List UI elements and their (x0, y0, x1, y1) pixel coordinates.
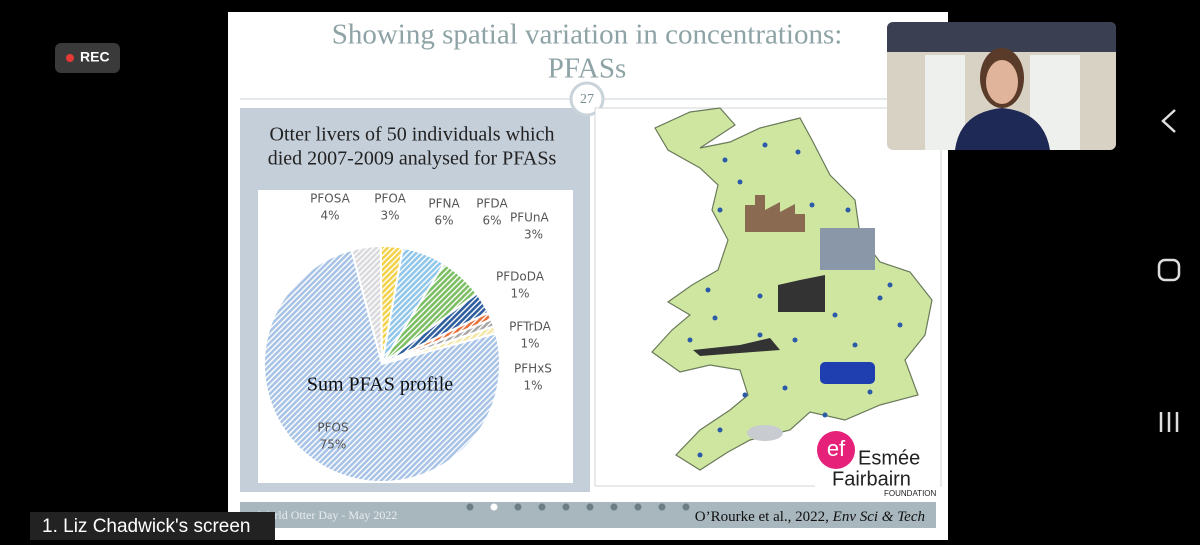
carousel-dots[interactable] (466, 503, 690, 511)
logo-circle (817, 431, 855, 469)
rec-label: REC (80, 49, 110, 65)
slice-label: PFOSA (310, 192, 350, 206)
logo-mark: ef (827, 436, 846, 461)
slice-label: PFUnA (510, 211, 550, 225)
slice-label: PFDA (476, 197, 508, 211)
slide-number-badge (569, 81, 605, 117)
slide: Showing spatial variation in concentrati… (228, 12, 948, 540)
nav-home[interactable] (1157, 258, 1181, 282)
footer-citation: O’Rourke et al., 2022, Env Sci & Tech (695, 509, 925, 525)
screen-label: 1. Liz Chadwick's screen (42, 516, 251, 537)
slice-label: PFHxS (514, 362, 552, 376)
pie-annotation: Sum PFAS profile (307, 374, 453, 396)
slice-value: 4% (320, 209, 339, 223)
pie-chart: PFOSA 4% PFOA 3% PFNA 6% PFDA 6% PFUnA 3% PFDoDA 1%… (263, 192, 552, 483)
pie-slice (263, 248, 501, 483)
rec-button[interactable] (55, 43, 120, 73)
slice-label: PFOA (374, 192, 406, 206)
slice-value: 3% (380, 209, 399, 223)
panel-heading: died 2007-2009 analysed for PFASs (268, 148, 557, 170)
screen-label-box (30, 512, 275, 540)
logo-text: Esmée (858, 447, 920, 469)
webcam-view (887, 22, 1116, 150)
slice-value: 3% (524, 228, 543, 242)
rec-indicator[interactable]: REC (55, 43, 120, 73)
slice-value: 1% (523, 379, 542, 393)
footer-left: World Otter Day - May 2022 (258, 508, 397, 522)
slice-label: PFTrDA (509, 320, 551, 334)
nav-recents[interactable] (1159, 412, 1179, 432)
slice-label: PFOS (317, 421, 348, 435)
slice-label: PFNA (428, 197, 460, 211)
map-sites (687, 142, 903, 458)
slide-number: 27 (580, 92, 594, 107)
logo-text: Fairbairn (832, 468, 911, 490)
slice-value: 1% (520, 337, 539, 351)
slide-title: PFASs (548, 53, 626, 85)
citation-text: O’Rourke et al., 2022, (695, 509, 833, 525)
logo-text: FOUNDATION (884, 489, 937, 498)
slice-value: 6% (434, 214, 453, 228)
slice-value: 75% (320, 438, 347, 452)
slice-label: PFDoDA (496, 270, 545, 284)
map-icons (693, 195, 875, 441)
panel-heading: Otter livers of 50 individuals which (270, 124, 555, 146)
slice-value: 6% (482, 214, 501, 228)
slice-value: 1% (510, 287, 529, 301)
slide-title: Showing spatial variation in concentrati… (332, 19, 843, 51)
nav-back[interactable] (1161, 109, 1176, 133)
rec-dot (66, 54, 74, 62)
citation-journal: Env Sci & Tech (832, 509, 925, 525)
